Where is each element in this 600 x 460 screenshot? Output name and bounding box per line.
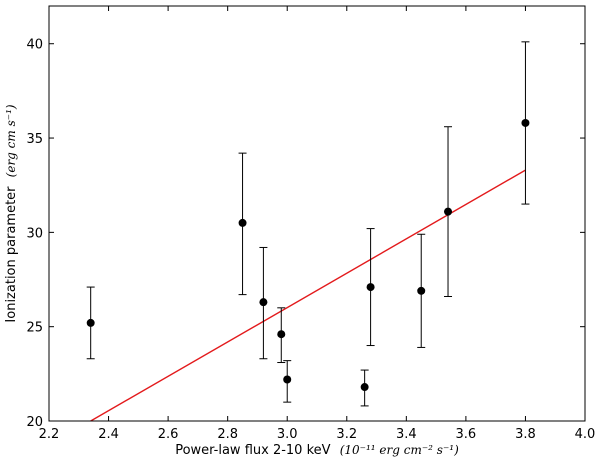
- y-tick-label: 35: [26, 132, 43, 147]
- data-point: [444, 207, 453, 216]
- y-axis-title: Ionization parameter: [4, 186, 19, 323]
- y-axis-unit: (erg cm s⁻¹): [4, 104, 18, 177]
- data-point: [366, 283, 375, 292]
- data-point-group: [444, 126, 453, 297]
- x-tick-label: 3.8: [515, 427, 536, 442]
- x-tick-label: 4.0: [575, 427, 596, 442]
- x-tick-label: 2.8: [217, 427, 238, 442]
- data-point: [283, 375, 292, 384]
- y-tick-label: 25: [26, 321, 43, 336]
- data-point: [238, 218, 247, 227]
- data-point-group: [283, 360, 292, 403]
- data-point: [86, 318, 95, 327]
- axes: 2.2 2.4 2.6 2.8 3.0 3.2 3.4 3.6 3.8 4.0 20 25 30 35 40: [26, 5, 596, 442]
- x-axis-label: Power-law flux 2-10 keV (10⁻¹¹ erg cm⁻² …: [175, 443, 459, 458]
- data-point-group: [86, 286, 95, 360]
- data-point: [259, 298, 268, 307]
- data-point: [521, 118, 530, 127]
- x-tick-label: 3.2: [336, 427, 357, 442]
- data-point-group: [259, 246, 268, 360]
- data-point-group: [238, 152, 247, 296]
- fit-line: [90, 169, 526, 421]
- data-point-group: [417, 233, 426, 348]
- data-point-group: [360, 369, 369, 407]
- data-point: [360, 383, 369, 392]
- y-tick-label: 30: [26, 226, 43, 241]
- y-tick-label: 40: [26, 38, 43, 53]
- data-point-group: [521, 41, 530, 205]
- x-tick-label: 2.6: [158, 427, 179, 442]
- x-axis-unit: (10⁻¹¹ erg cm⁻² s⁻¹): [340, 443, 459, 457]
- data-point: [277, 330, 286, 339]
- axis-labels: Power-law flux 2-10 keV (10⁻¹¹ erg cm⁻² …: [4, 104, 459, 458]
- data-point: [417, 286, 426, 295]
- data-point-group: [366, 228, 375, 347]
- y-axis-label: Ionization parameter (erg cm s⁻¹): [4, 104, 19, 322]
- x-axis-title: Power-law flux 2-10 keV: [175, 443, 330, 458]
- plot-area: [86, 41, 530, 421]
- x-tick-label: 2.2: [39, 427, 60, 442]
- x-tick-label: 3.0: [277, 427, 298, 442]
- plot-frame: [48, 5, 586, 422]
- y-tick-label: 20: [26, 415, 43, 430]
- data-point-group: [277, 307, 286, 364]
- x-tick-label: 3.6: [456, 427, 477, 442]
- x-tick-label: 3.4: [396, 427, 417, 442]
- x-tick-label: 2.4: [98, 427, 119, 442]
